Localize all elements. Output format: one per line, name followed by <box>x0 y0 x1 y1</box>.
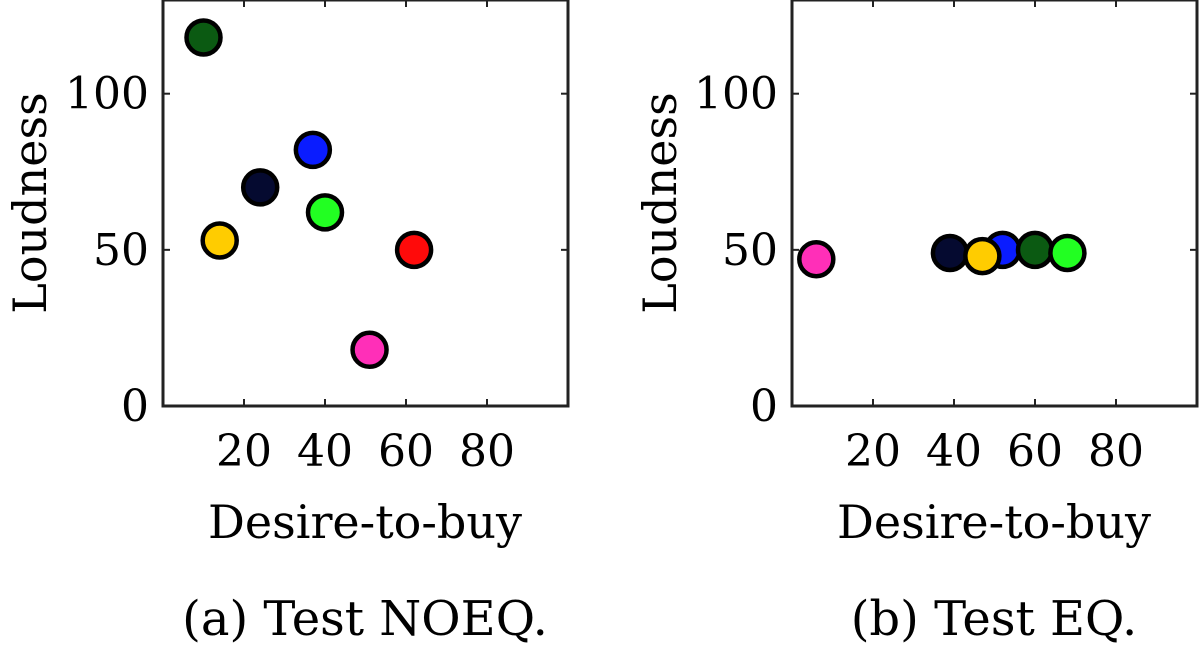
scatter-point <box>305 193 345 232</box>
y-tick-label: 50 <box>93 225 149 276</box>
x-tick-label: 20 <box>845 426 901 477</box>
scatter-point <box>930 233 970 273</box>
scatter-point <box>293 130 333 170</box>
y-axis-title: Loudness <box>633 92 687 313</box>
x-tick-label: 80 <box>1088 426 1144 477</box>
plot-frame <box>161 0 570 408</box>
x-axis-title: Desire-to-buy <box>208 495 522 549</box>
scatter-points <box>797 230 1087 279</box>
y-tick-label: 50 <box>722 225 778 276</box>
y-tick-label: 100 <box>65 69 149 120</box>
y-axis-title: Loudness <box>3 92 57 313</box>
tick-labels: 20 40 60 80 0 50 100 <box>65 69 515 477</box>
scatter-point <box>797 239 836 279</box>
x-tick-label: 60 <box>1007 426 1063 477</box>
x-tick-label: 40 <box>297 426 353 477</box>
panel-b: 20 40 60 80 0 50 100 Desire-to-buy Loudness (b… <box>633 0 1199 647</box>
scatter-point <box>240 168 280 207</box>
tick-labels: 20 40 60 80 0 50 100 <box>694 69 1144 477</box>
x-tick-label: 20 <box>216 426 272 477</box>
x-tick-label: 80 <box>459 426 515 477</box>
y-tick-label: 100 <box>694 69 778 120</box>
tick-marks <box>163 0 568 407</box>
x-tick-label: 40 <box>926 426 982 477</box>
panel-a: 20 40 60 80 0 50 100 Desire-to-buy Loudness (a… <box>3 0 570 647</box>
scatter-point <box>350 330 389 370</box>
scatter-point <box>1015 230 1055 270</box>
scatter-point <box>963 236 1002 276</box>
scatter-point <box>200 221 239 260</box>
tick-marks <box>792 0 1197 407</box>
x-axis-title: Desire-to-buy <box>837 495 1151 549</box>
y-tick-label: 0 <box>750 381 778 432</box>
scatter-points <box>184 18 434 370</box>
plot-frame <box>790 0 1199 408</box>
x-tick-label: 60 <box>378 426 434 477</box>
y-tick-label: 0 <box>121 381 149 432</box>
subfigure-caption: (b) Test EQ. <box>851 591 1138 647</box>
subfigure-caption: (a) Test NOEQ. <box>182 591 548 647</box>
scatter-point <box>394 230 434 270</box>
scatter-point <box>184 18 223 57</box>
scatter-point <box>1048 233 1087 273</box>
